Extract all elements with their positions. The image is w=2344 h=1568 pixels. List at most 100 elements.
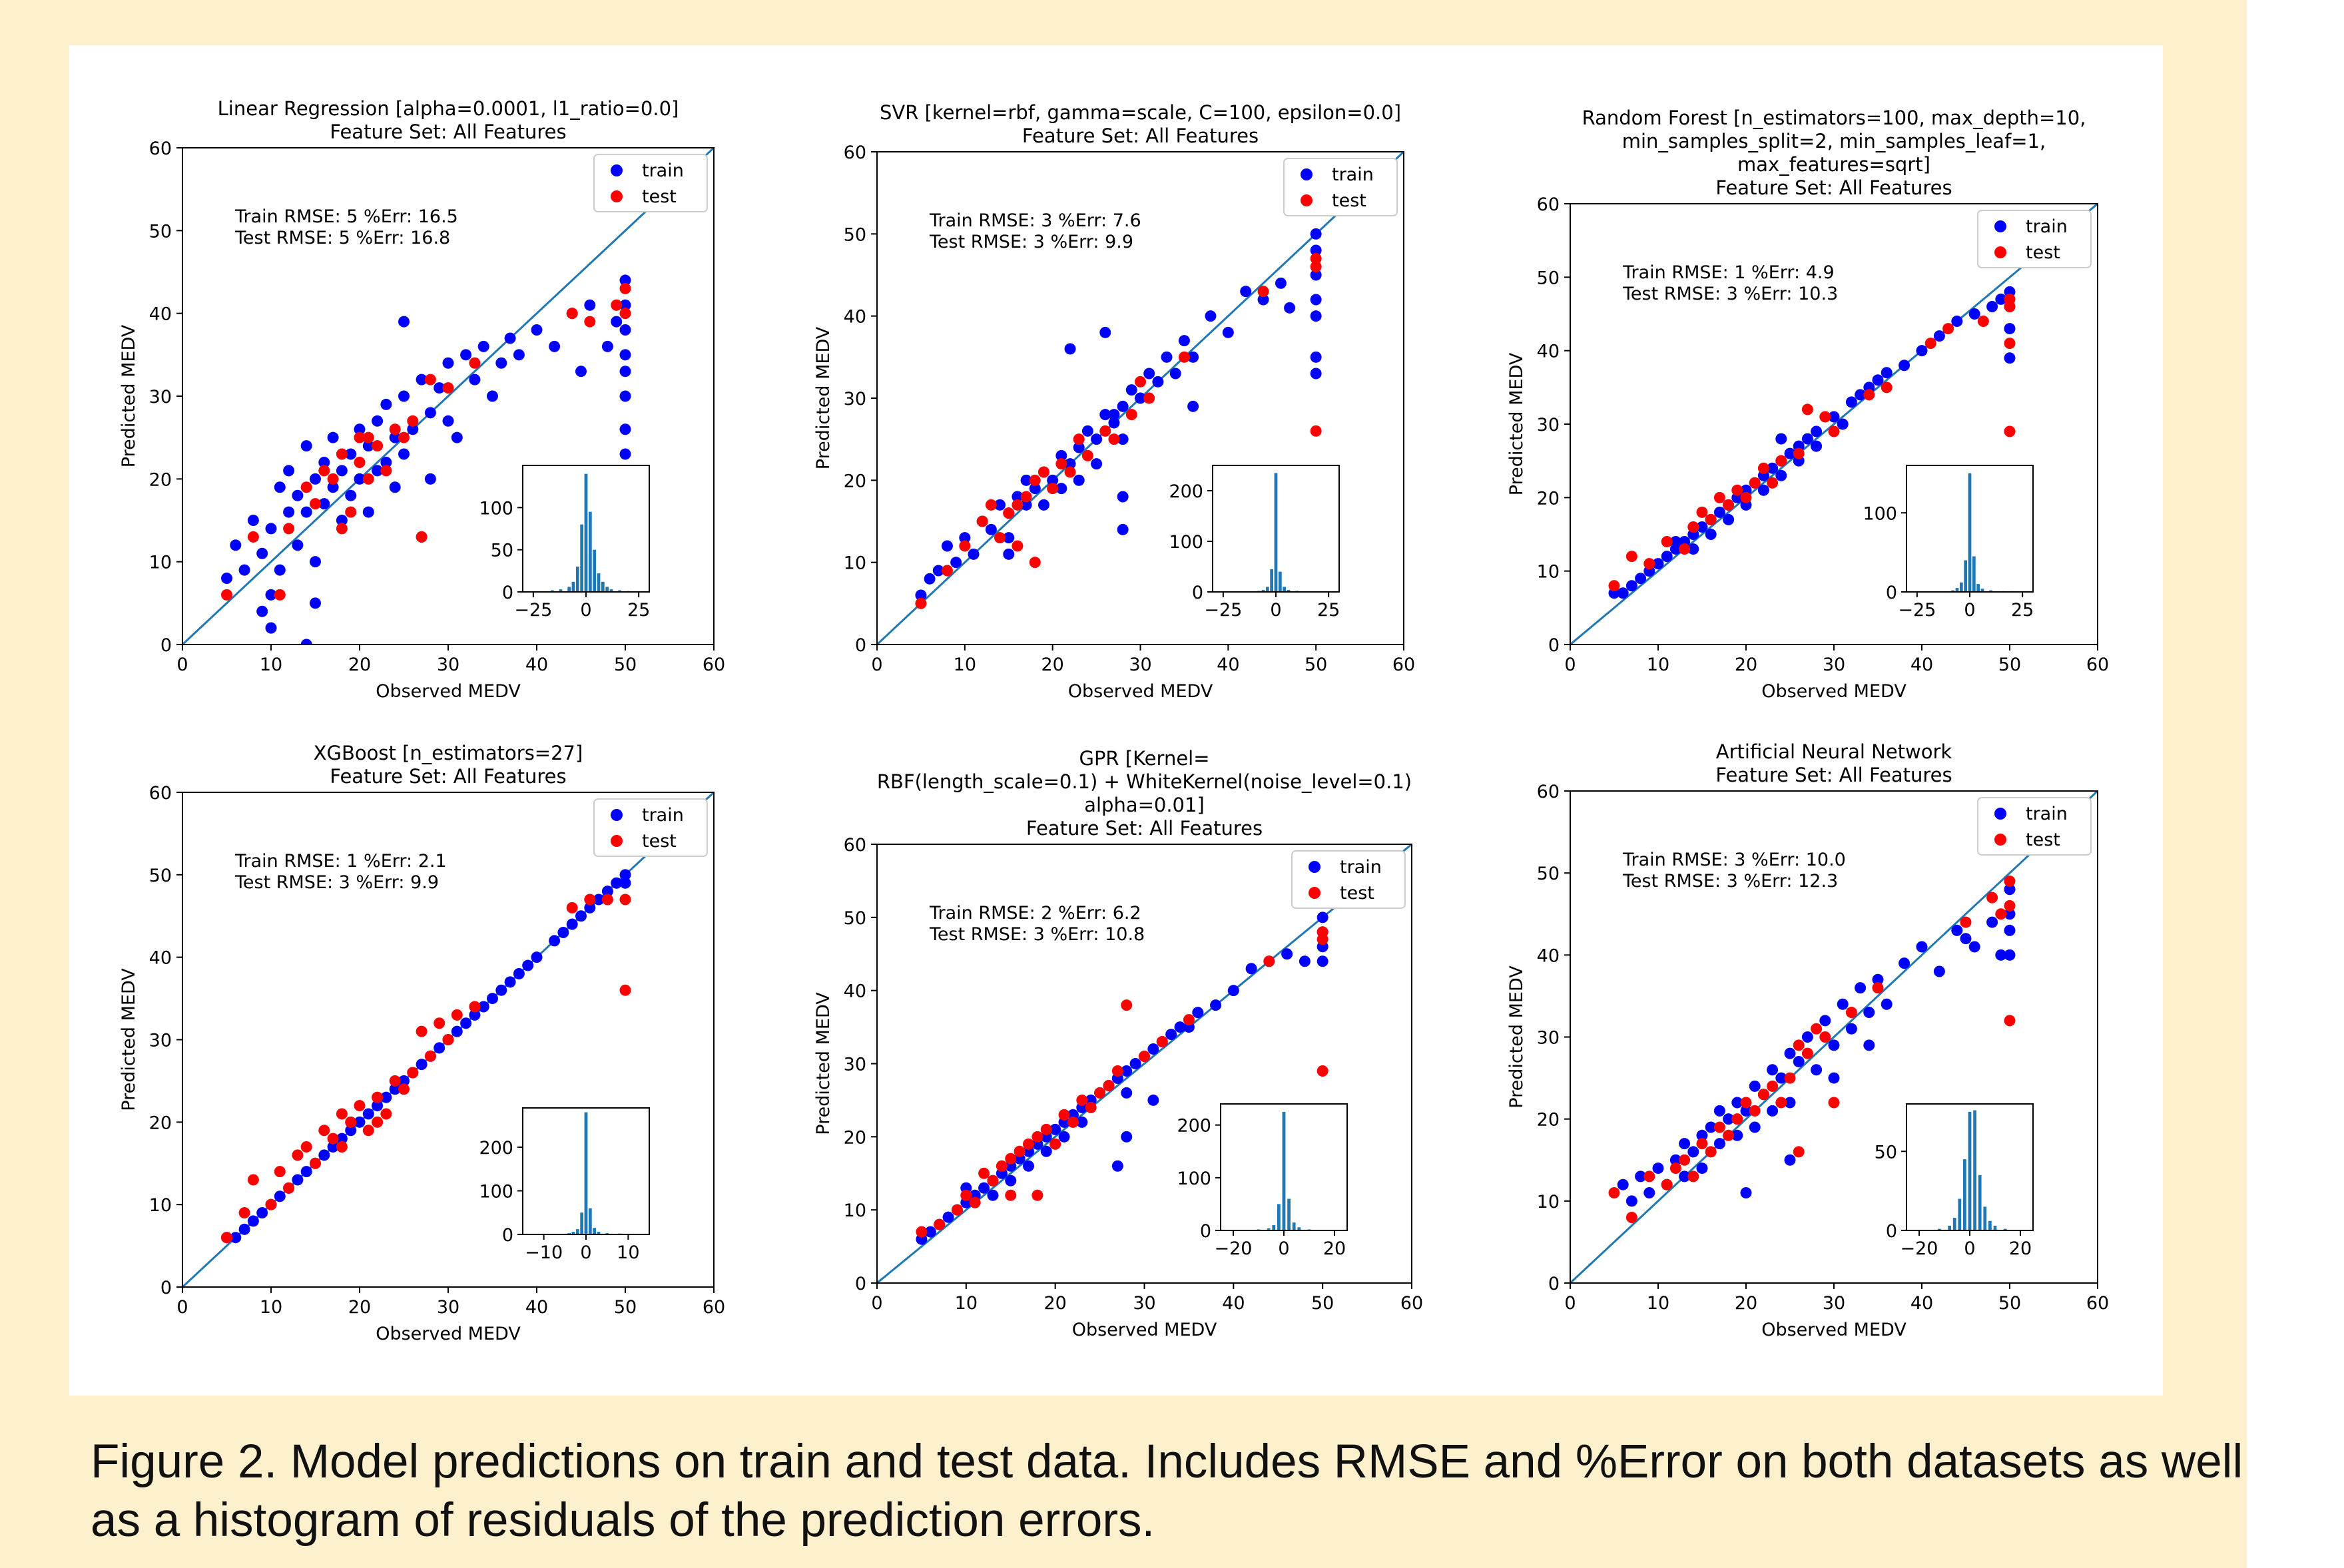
x-tick-label: 10 [954,654,976,675]
y-tick-label: 10 [1537,562,1560,583]
train-point [1986,300,1998,312]
train-point [1863,1007,1875,1019]
y-tick-label: 40 [1537,945,1560,966]
histogram-bar [571,1232,575,1234]
histogram-bar [1282,1111,1286,1230]
test-point [1076,1094,1088,1106]
test-point [389,1075,401,1087]
y-tick-label: 40 [1537,342,1560,362]
train-point [434,1042,445,1054]
histogram-bar [1287,589,1291,592]
train-point [1076,1116,1088,1128]
histogram-bar [584,1112,588,1234]
train-point [1121,1087,1133,1099]
train-point [1205,310,1217,322]
train-point [1284,302,1296,314]
y-tick-label: 60 [844,142,866,163]
train-point [1108,417,1120,429]
train-point [1784,447,1796,459]
test-point [469,1001,481,1013]
test-point [601,894,613,906]
legend-marker-test [611,190,623,202]
hist-x-tick-label: −25 [1204,600,1242,621]
train-point [372,1100,384,1112]
test-point [1775,1097,1787,1109]
train-point [1916,941,1928,953]
train-point [451,431,463,443]
x-tick-label: 0 [871,1293,882,1314]
y-tick-label: 0 [1548,635,1560,656]
train-point [1003,548,1015,560]
train-point [1143,368,1155,380]
rmse-annotation: Train RMSE: 5 %Err: 16.5 [234,206,458,227]
test-point [1081,449,1093,461]
histogram-bar [580,1212,584,1234]
train-point [1960,933,1972,945]
y-tick-label: 20 [149,469,172,490]
x-tick-label: 50 [1998,654,2021,675]
test-point [336,523,348,535]
train-point [1003,532,1015,544]
test-point [283,1182,295,1194]
train-point [424,473,436,485]
test-point [451,1009,463,1021]
train-point [407,423,419,435]
y-tick-label: 10 [149,1195,172,1216]
histogram-bar [1261,589,1265,592]
histogram-bar [1277,1204,1281,1230]
histogram-bar [1963,1159,1966,1230]
train-point [310,473,321,485]
x-tick-label: 50 [1305,654,1327,675]
train-point [522,959,534,971]
histogram-bar [1958,1198,1962,1230]
hist-y-tick-label: 200 [1169,481,1203,502]
x-tick-label: 0 [1564,654,1576,675]
hist-y-tick-label: 100 [1169,532,1203,553]
rmse-annotation: Test RMSE: 3 %Err: 12.3 [1622,871,1838,892]
y-tick-label: 50 [1537,268,1560,288]
x-tick-label: 50 [1998,1293,2021,1314]
test-point [1863,389,1875,401]
train-point [238,564,250,576]
train-point [442,415,454,427]
histogram-bar [1955,588,1959,592]
train-point [424,407,436,419]
figure-caption: Figure 2. Model predictions on train and… [91,1433,2344,1550]
test-point [1047,483,1059,495]
train-point [1617,1178,1629,1190]
x-axis-label: Observed MEDV [1068,681,1213,702]
train-point [1687,543,1699,555]
train-point [362,440,374,452]
test-point [1731,484,1743,496]
chart-4: XGBoost [n_estimators=27]Feature Set: Al… [119,742,725,1344]
train-point [221,573,232,585]
histogram-bar [1972,556,1976,592]
test-point [1014,1145,1026,1157]
test-point [1005,1153,1017,1165]
train-point [1881,367,1893,379]
test-point [1986,892,1998,904]
train-point [915,589,927,601]
histogram-bar [1988,1220,1992,1230]
histogram-bar [1973,1110,1976,1230]
test-point [398,1083,410,1095]
train-point [336,515,348,526]
train-point [1933,330,1945,342]
test-point [2004,875,2016,887]
legend-label-test: test [642,186,677,207]
train-point [1037,499,1049,511]
test-point [985,499,997,511]
rmse-annotation: Test RMSE: 3 %Err: 10.8 [929,924,1145,945]
train-point [566,918,578,930]
legend-label-test: test [2026,242,2060,263]
y-tick-label: 40 [149,304,172,325]
train-point [601,340,613,352]
train-point [1073,441,1085,453]
train-point [619,390,631,402]
test-point [584,894,596,906]
train-point [1040,1145,1052,1157]
test-point [2004,300,2016,312]
test-point [976,515,988,527]
x-tick-label: 40 [1217,654,1239,675]
hist-x-tick-label: −10 [525,1242,563,1263]
